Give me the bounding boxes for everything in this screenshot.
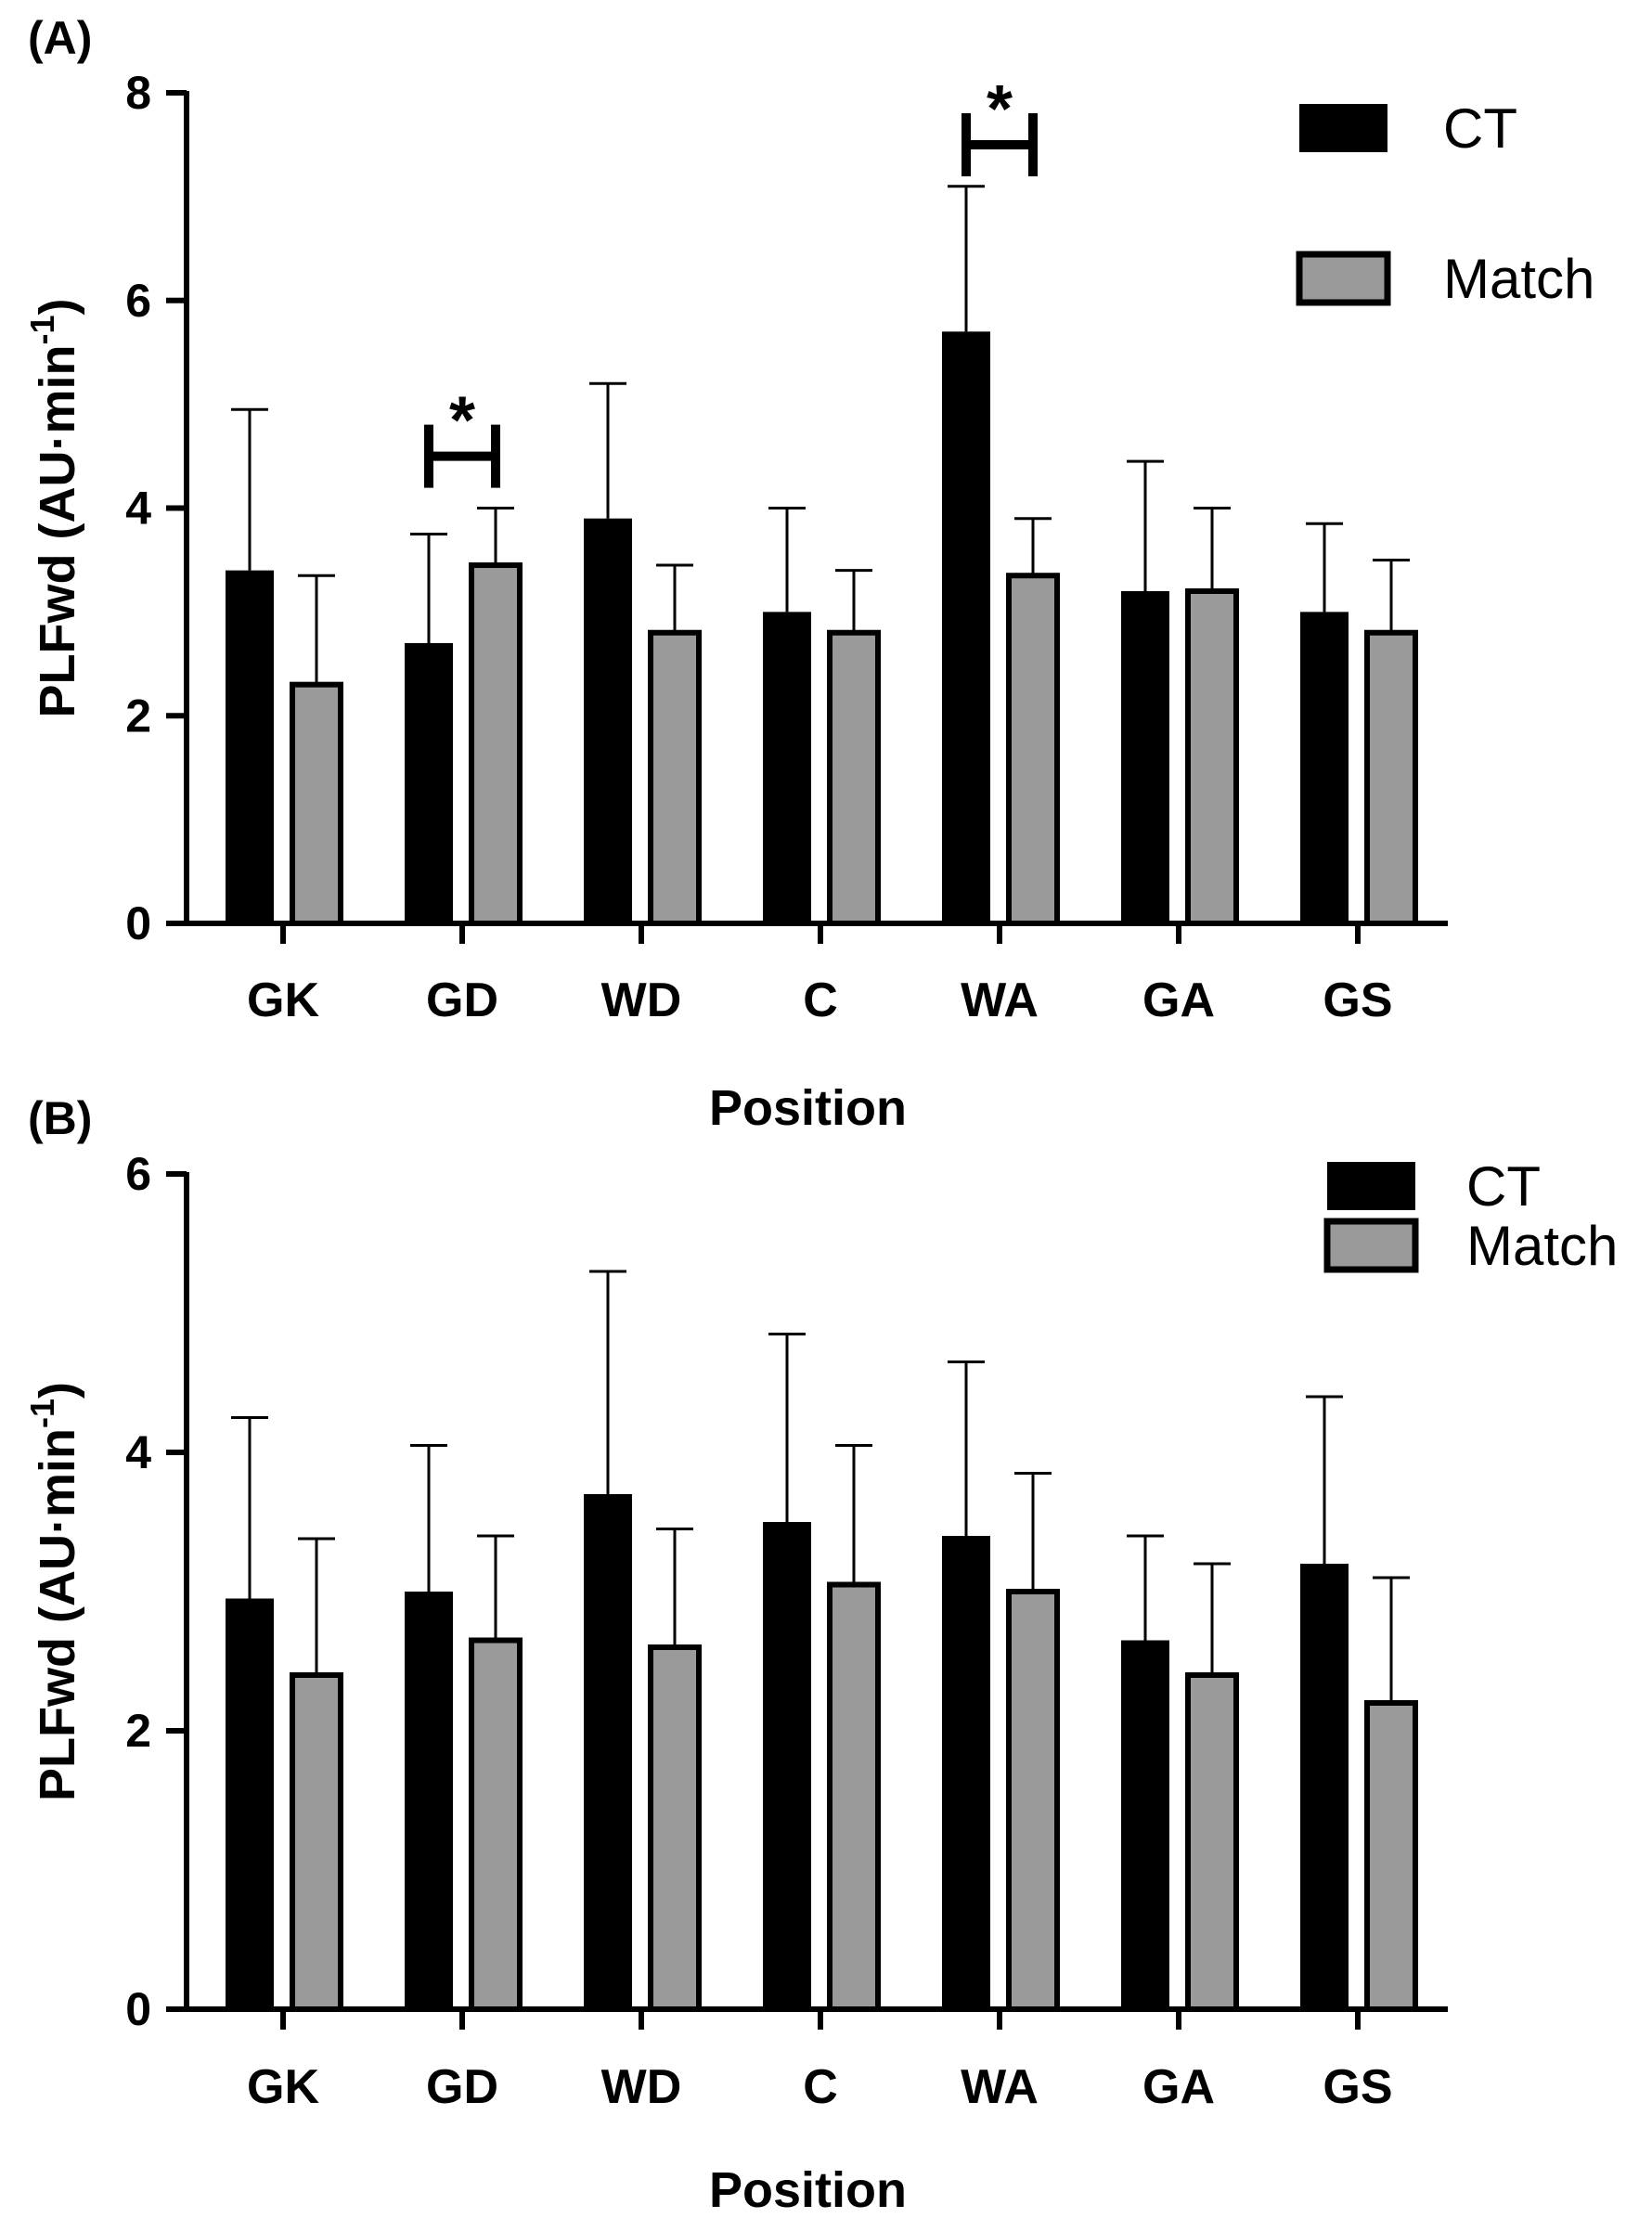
y-tick-label: 0 <box>125 1983 151 2035</box>
y-tick-label: 2 <box>125 1705 151 1757</box>
panel-label: (B) <box>28 1092 92 1144</box>
legend-swatch-ct <box>1299 104 1387 152</box>
bar-match-wa <box>1006 1589 1060 2012</box>
bar-ct-c <box>763 1522 811 2009</box>
y-axis-title-close: ) <box>30 299 85 316</box>
panel-a: (A) 0 2 4 6 8 GK GD WD C WA GA GS Position PLFwd (AU·m… <box>23 12 1594 1136</box>
bar-ct-ga <box>1121 1640 1169 2009</box>
bar-match-c <box>827 629 881 926</box>
bar-ct-wa <box>942 1536 990 2009</box>
x-tick-label: WA <box>961 974 1039 1027</box>
bar-ct-wd <box>584 1494 632 2009</box>
panel-b: (B) 0 2 4 6 GK GD WD C WA GA GS Position PLFwd (AU·mi… <box>23 1092 1618 2218</box>
bar-match-ga <box>1185 588 1239 926</box>
significance-asterisk: * <box>449 384 475 458</box>
bar-match-gs <box>1364 1700 1418 2012</box>
x-tick-label: GK <box>247 2060 319 2114</box>
legend-label-match: Match <box>1443 248 1594 310</box>
bar-ct-gd <box>405 642 453 923</box>
panel-label: (A) <box>28 12 92 64</box>
legend-label-ct: CT <box>1443 97 1517 160</box>
bar-ct-wd <box>584 518 632 923</box>
bar-match-wd <box>648 1644 702 2012</box>
legend-swatch-match <box>1296 251 1391 306</box>
x-tick-label: WD <box>601 2060 682 2114</box>
y-axis-title: PLFwd (AU·min-1) <box>23 299 85 718</box>
y-tick-label: 0 <box>125 897 151 949</box>
bar-ct-gk <box>226 1598 274 2009</box>
y-tick-label: 6 <box>125 275 151 327</box>
y-tick-label: 4 <box>125 1426 151 1478</box>
bar-match-wa <box>1006 573 1060 926</box>
x-axis-title: Position <box>709 2162 907 2218</box>
x-tick-label: WA <box>961 2060 1039 2114</box>
bar-match-gk <box>290 1672 343 2012</box>
x-axis-title: Position <box>709 1080 907 1136</box>
bar-match-ga <box>1185 1672 1239 2012</box>
y-axis-title-superscript: -1 <box>23 316 61 345</box>
significance-asterisk: * <box>987 72 1013 147</box>
bar-ct-c <box>763 612 811 923</box>
legend-label-match: Match <box>1466 1215 1618 1277</box>
x-tick-label: GD <box>426 974 498 1027</box>
y-axis-title-main: PLFwd (AU·min <box>30 1428 85 1801</box>
bar-match-gd <box>469 562 523 926</box>
bar-ct-gs <box>1300 612 1349 923</box>
bar-match-c <box>827 1581 881 2012</box>
bar-ct-ga <box>1121 591 1169 923</box>
x-tick-label: GK <box>247 974 319 1027</box>
y-tick-label: 2 <box>125 690 151 741</box>
x-tick-label: GA <box>1142 974 1215 1027</box>
y-tick-label: 6 <box>125 1148 151 1200</box>
bar-ct-wa <box>942 331 990 923</box>
x-tick-label: GA <box>1142 2060 1215 2114</box>
bar-ct-gd <box>405 1592 453 2009</box>
x-tick-label: C <box>803 2060 838 2114</box>
legend-label-ct: CT <box>1466 1155 1541 1218</box>
bar-ct-gs <box>1300 1564 1349 2009</box>
y-axis-title-superscript: -1 <box>23 1399 61 1428</box>
bar-match-gd <box>469 1637 523 2012</box>
y-tick-label: 8 <box>125 67 151 119</box>
x-tick-label: WD <box>601 974 682 1027</box>
bar-ct-gk <box>226 570 274 923</box>
x-tick-label: GD <box>426 2060 498 2114</box>
bar-match-gs <box>1364 629 1418 926</box>
x-tick-label: GS <box>1323 2060 1392 2114</box>
y-axis-title: PLFwd (AU·min-1) <box>23 1382 85 1801</box>
bar-match-gk <box>290 681 343 926</box>
y-axis-title-main: PLFwd (AU·min <box>30 345 85 718</box>
bar-match-wd <box>648 629 702 926</box>
legend-swatch-ct <box>1327 1162 1415 1210</box>
x-tick-label: C <box>803 974 838 1027</box>
x-tick-label: GS <box>1323 974 1392 1027</box>
legend-swatch-match <box>1323 1218 1419 1273</box>
y-tick-label: 4 <box>125 483 151 535</box>
y-axis-title-close: ) <box>30 1382 85 1399</box>
